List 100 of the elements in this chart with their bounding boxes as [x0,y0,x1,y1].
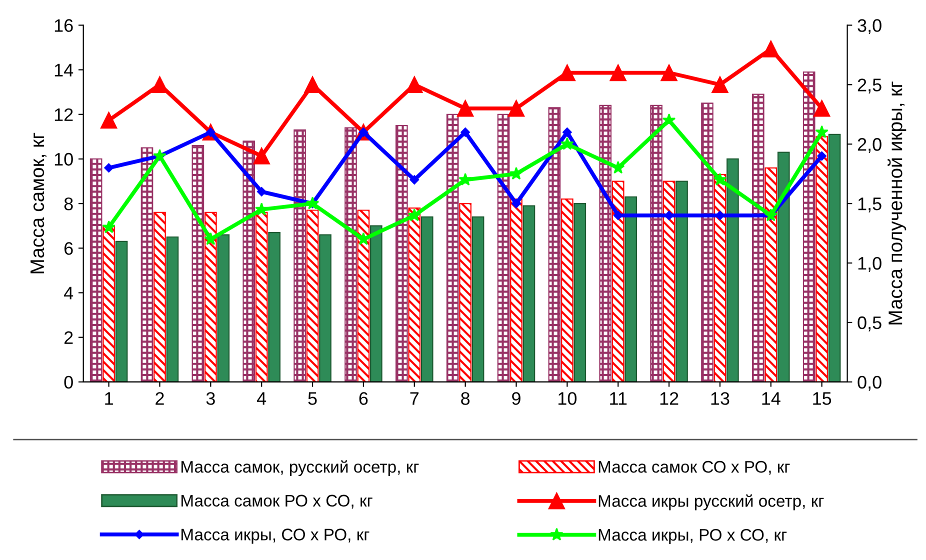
point [254,202,268,216]
y2-tick-label: 1,0 [858,256,882,272]
point [712,76,728,93]
point [102,220,116,234]
bar [662,180,676,382]
bar [408,207,421,382]
bar [497,114,510,382]
x-tick-label: 14 [762,392,780,405]
point [664,210,674,220]
point [460,128,470,137]
point [456,100,474,117]
y-tick-label: 16 [54,19,73,32]
point [562,128,572,137]
x-tick-label: 12 [660,392,678,405]
x-tick-label: 3 [206,392,215,405]
x-tick-label: 9 [512,392,520,405]
point [815,125,828,138]
bar [650,104,662,382]
bar [802,71,816,382]
bar [624,196,637,382]
bar [204,212,217,382]
point [406,76,423,93]
y2-axis-title: Масса полученной икры, кг [888,82,906,324]
point [104,163,114,173]
bar [344,127,357,382]
bar [370,225,382,382]
bar [714,174,726,382]
bar [612,180,624,382]
point [256,187,266,196]
bar [561,198,574,382]
bar [510,198,522,382]
y-tick-label: 14 [54,64,74,76]
y-tick-label: 2 [64,331,73,344]
legend-label: Масса икры, СО х РО, кг [182,528,370,544]
point [762,40,780,58]
bar [522,205,536,382]
bar [217,234,230,382]
y-tick-label: 10 [54,152,73,166]
bar [140,147,154,382]
point [558,64,576,82]
point [660,64,678,82]
x-tick-label: 7 [410,392,418,405]
x-tick-label: 10 [558,392,577,405]
bar [255,212,268,382]
bar [192,145,204,382]
legend-label: Масса самок СО х РО, кг [598,460,790,475]
bar [752,94,764,382]
x-tick-label: 4 [256,392,266,405]
point [560,137,574,150]
point [356,232,370,245]
bar [676,180,688,382]
point [713,172,727,186]
y-tick-label: 6 [64,242,73,255]
legend-label: Масса самок РО х СО, кг [182,494,372,509]
point [151,76,168,93]
point [253,148,270,164]
legend-label: Масса самок, русский осетр, кг [182,460,419,476]
x-tick-label: 15 [813,392,832,405]
y2-tick-label: 0,0 [858,376,882,391]
bar [548,107,561,382]
y2-tick-label: 2,0 [858,138,882,153]
point [611,160,625,174]
bar [726,158,739,382]
y2-tick-label: 0,5 [858,316,882,332]
bar [154,212,166,382]
y-tick-label: 12 [54,108,73,121]
bar [166,236,179,382]
point [510,166,523,180]
point [408,208,422,222]
y2-tick-label: 2,5 [858,78,882,94]
bar [446,114,459,382]
point [715,210,725,220]
x-tick-label: 2 [156,392,164,405]
bar [472,216,484,382]
bar [777,152,790,382]
bar [319,234,332,382]
x-tick-label: 1 [105,392,113,405]
point [304,76,321,93]
bar [574,203,586,382]
point [204,232,218,245]
y-tick-label: 0 [64,376,73,389]
bar [242,140,256,382]
point [817,151,826,161]
x-tick-label: 13 [711,392,730,405]
x-tick-label: 6 [359,392,368,405]
point [662,113,676,126]
bar [420,216,434,382]
x-tick-label: 11 [610,392,627,405]
y-tick-label: 4 [64,286,74,300]
bar [395,124,408,382]
bar [357,210,370,382]
bar [459,203,472,382]
bar [102,225,115,382]
x-tick-label: 8 [461,392,470,405]
point [458,172,472,186]
bar [828,134,841,382]
bar [115,240,128,382]
point [508,100,525,117]
x-tick-label: 5 [308,392,317,405]
point [100,112,118,129]
